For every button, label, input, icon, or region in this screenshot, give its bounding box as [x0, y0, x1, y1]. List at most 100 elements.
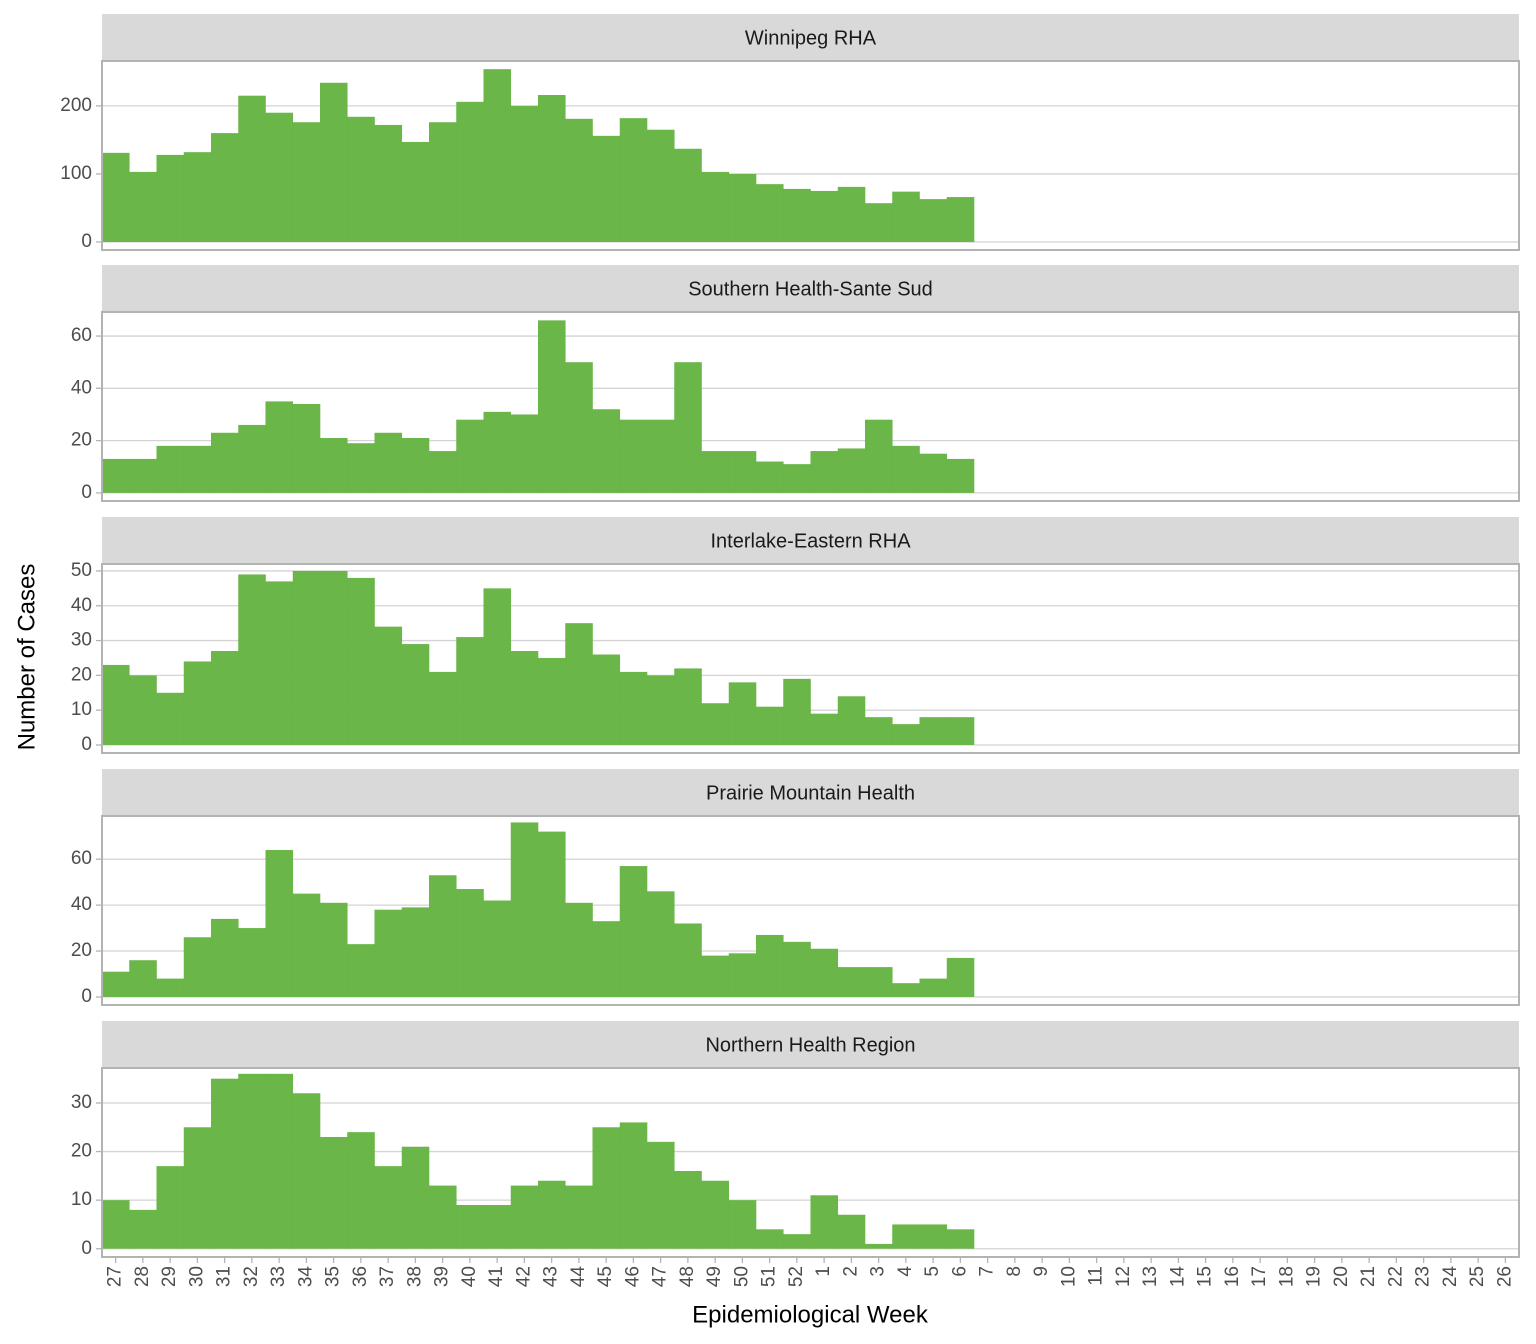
y-tick-label: 0 — [81, 482, 92, 503]
bar — [129, 675, 157, 745]
bar — [183, 937, 212, 997]
strip — [102, 265, 1519, 311]
bar — [401, 141, 430, 242]
bar — [701, 955, 730, 997]
bar — [238, 574, 266, 745]
bar — [129, 458, 157, 493]
bar — [456, 637, 484, 745]
bar — [211, 1078, 239, 1249]
bar — [946, 458, 975, 493]
bar — [647, 129, 675, 242]
bar — [865, 967, 893, 997]
y-tick-label: 20 — [71, 1141, 92, 1162]
bar — [837, 448, 866, 493]
bar — [919, 978, 948, 997]
x-tick-label: 51 — [759, 1266, 780, 1287]
y-tick-label: 100 — [60, 163, 92, 184]
y-tick-label: 60 — [71, 325, 92, 346]
x-tick-label: 1 — [813, 1266, 834, 1277]
x-tick-label: 28 — [132, 1266, 153, 1287]
x-tick-label: 49 — [704, 1266, 725, 1287]
x-tick-label: 19 — [1304, 1266, 1325, 1287]
bar — [211, 918, 239, 997]
x-tick-label: 12 — [1113, 1266, 1134, 1287]
bar — [647, 419, 675, 493]
bar — [456, 1205, 484, 1249]
bar — [483, 900, 512, 997]
bar — [401, 907, 430, 997]
bar — [211, 133, 239, 242]
x-tick-label: 25 — [1467, 1266, 1488, 1287]
bar — [946, 197, 975, 242]
panel-title: Prairie Mountain Health — [706, 782, 915, 804]
bar — [892, 983, 920, 997]
bar — [619, 1122, 648, 1249]
bar — [374, 1166, 403, 1249]
bar — [810, 1195, 839, 1249]
y-tick-label: 40 — [71, 894, 92, 915]
bar — [320, 438, 348, 493]
x-tick-label: 50 — [731, 1266, 752, 1287]
bar — [320, 902, 348, 997]
x-tick-label: 9 — [1031, 1266, 1052, 1277]
bar — [865, 419, 893, 493]
bar — [510, 822, 539, 997]
panel-title: Interlake-Eastern RHA — [710, 530, 911, 552]
y-tick-label: 20 — [71, 664, 92, 685]
bar — [592, 409, 621, 493]
bar — [183, 1127, 212, 1249]
x-tick-label: 29 — [159, 1266, 180, 1287]
panel-border — [101, 563, 1520, 754]
bar — [865, 1243, 893, 1249]
x-tick-label: 39 — [432, 1266, 453, 1287]
bar — [837, 967, 866, 997]
x-tick-label: 47 — [650, 1266, 671, 1287]
bar — [919, 199, 948, 242]
bar — [429, 1185, 457, 1249]
y-axis-label: Number of Cases — [13, 564, 40, 751]
bar — [374, 432, 403, 493]
x-tick-label: 52 — [786, 1266, 807, 1287]
y-tick-label: 50 — [71, 560, 92, 581]
bar — [865, 717, 893, 745]
panel-title: Northern Health Region — [705, 1034, 915, 1056]
bar — [892, 191, 920, 242]
bar — [102, 664, 130, 745]
bar — [347, 443, 375, 493]
x-tick-label: 33 — [268, 1266, 289, 1287]
bar — [401, 644, 430, 745]
bar — [374, 909, 403, 997]
x-tick-label: 34 — [295, 1266, 316, 1288]
bar — [483, 588, 512, 745]
bar — [374, 124, 403, 242]
x-axis-label: Epidemiological Week — [692, 1301, 929, 1328]
bar — [183, 445, 212, 493]
bar — [429, 451, 457, 493]
bar — [510, 1185, 539, 1249]
bar — [456, 889, 484, 997]
bar — [156, 1166, 185, 1249]
bar — [347, 116, 375, 242]
x-tick-label: 11 — [1086, 1266, 1107, 1286]
bar — [129, 960, 157, 997]
bar — [946, 1229, 975, 1249]
y-tick-label: 20 — [71, 940, 92, 961]
bar — [292, 122, 321, 242]
bar — [510, 651, 539, 745]
bar — [728, 953, 757, 997]
bar — [919, 453, 948, 493]
y-tick-label: 10 — [71, 1189, 92, 1210]
bar — [728, 1200, 757, 1249]
bar — [756, 184, 784, 242]
bar — [565, 623, 593, 745]
x-tick-label: 41 — [486, 1266, 507, 1287]
bar — [429, 122, 457, 242]
bar — [429, 875, 457, 997]
x-tick-label: 40 — [459, 1266, 480, 1287]
panel-border — [101, 311, 1520, 502]
bar — [756, 706, 784, 745]
bar — [510, 414, 539, 493]
x-tick-label: 10 — [1058, 1266, 1079, 1287]
bar — [538, 1180, 566, 1249]
bar — [756, 1229, 784, 1249]
